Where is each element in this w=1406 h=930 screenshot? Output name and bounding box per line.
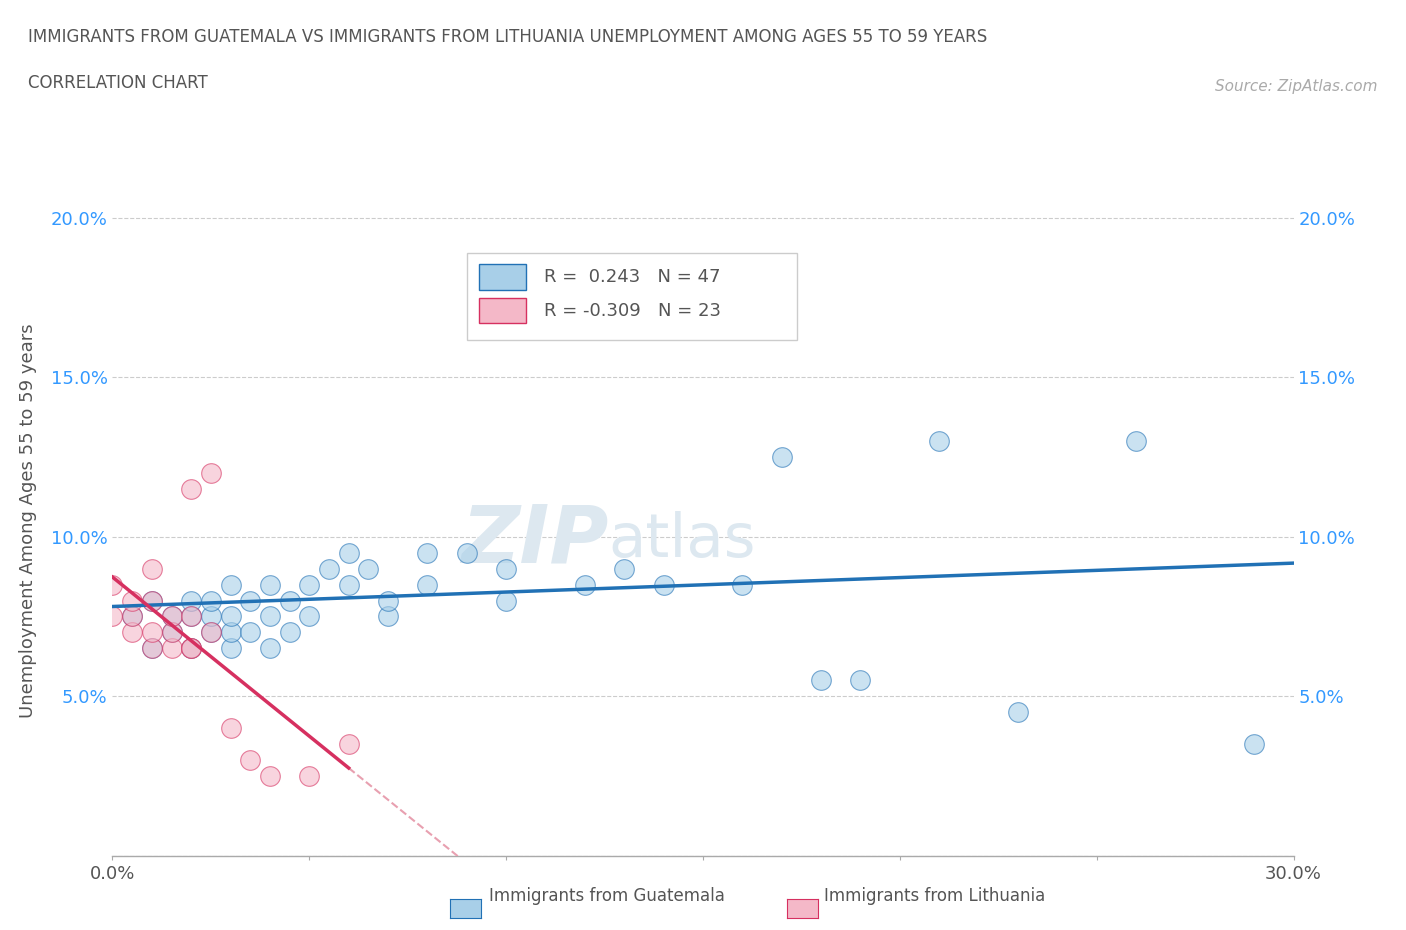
Point [180,609,202,624]
Point [239,752,262,767]
Point [259,768,281,783]
Point [121,593,143,608]
Text: Source: ZipAtlas.com: Source: ZipAtlas.com [1215,79,1378,94]
Point [278,625,301,640]
Point [200,466,222,481]
Point [278,593,301,608]
Point [121,609,143,624]
Point [770,449,793,464]
Point [180,641,202,656]
Point [613,561,636,576]
Point [652,578,675,592]
Point [318,561,340,576]
Point [160,609,183,624]
Point [810,672,832,687]
FancyBboxPatch shape [478,264,526,290]
Point [160,625,183,640]
Text: atlas: atlas [609,512,756,570]
Point [1007,705,1029,720]
Point [456,545,478,560]
Point [337,737,360,751]
Point [377,593,399,608]
FancyBboxPatch shape [467,253,797,340]
Point [121,609,143,624]
Point [141,641,163,656]
Point [574,578,596,592]
Point [141,561,163,576]
Point [377,609,399,624]
Point [495,593,517,608]
Y-axis label: Unemployment Among Ages 55 to 59 years: Unemployment Among Ages 55 to 59 years [18,324,37,718]
Point [141,593,163,608]
FancyBboxPatch shape [478,298,526,324]
Text: IMMIGRANTS FROM GUATEMALA VS IMMIGRANTS FROM LITHUANIA UNEMPLOYMENT AMONG AGES 5: IMMIGRANTS FROM GUATEMALA VS IMMIGRANTS … [28,28,987,46]
Point [121,625,143,640]
Point [259,578,281,592]
Point [298,578,321,592]
Point [239,625,262,640]
Point [731,578,754,592]
Point [219,641,242,656]
Point [259,609,281,624]
Point [1125,433,1147,448]
Point [1243,737,1265,751]
Point [180,482,202,497]
Point [219,609,242,624]
Point [180,641,202,656]
Point [219,721,242,736]
Point [337,578,360,592]
Point [416,578,439,592]
Point [200,625,222,640]
Point [141,641,163,656]
Point [160,625,183,640]
Point [219,578,242,592]
Point [928,433,950,448]
Point [298,609,321,624]
Point [180,593,202,608]
Point [160,609,183,624]
Point [849,672,872,687]
Point [239,593,262,608]
Text: ZIP: ZIP [461,502,609,580]
Point [337,545,360,560]
Point [357,561,380,576]
Point [101,609,124,624]
Point [219,625,242,640]
Point [180,609,202,624]
Point [200,625,222,640]
Text: R =  0.243   N = 47: R = 0.243 N = 47 [544,268,720,286]
Point [160,641,183,656]
Point [200,593,222,608]
Point [298,768,321,783]
Point [141,625,163,640]
Point [141,593,163,608]
Point [200,609,222,624]
Text: Immigrants from Lithuania: Immigrants from Lithuania [824,886,1045,905]
Point [495,561,517,576]
Point [416,545,439,560]
Point [180,641,202,656]
Text: Immigrants from Guatemala: Immigrants from Guatemala [489,886,725,905]
Point [259,641,281,656]
Text: R = -0.309   N = 23: R = -0.309 N = 23 [544,301,720,320]
Text: CORRELATION CHART: CORRELATION CHART [28,74,208,92]
Point [534,306,557,321]
Point [101,578,124,592]
